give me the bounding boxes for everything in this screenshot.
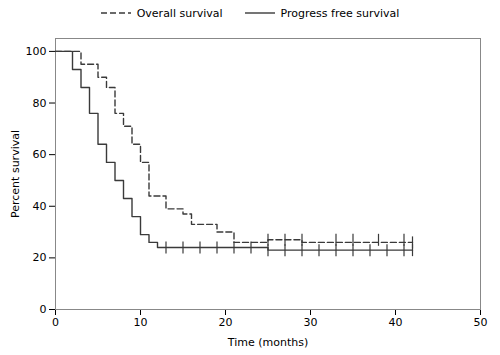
svg-text:0: 0 [52, 316, 59, 329]
svg-text:Time (months): Time (months) [227, 336, 308, 349]
svg-text:0: 0 [40, 303, 47, 316]
svg-text:40: 40 [33, 200, 47, 213]
svg-text:20: 20 [219, 316, 233, 329]
svg-text:100: 100 [26, 45, 47, 58]
html-text:Progress free survival: Progress free survival [280, 6, 400, 20]
svg-text:Percent survival: Percent survival [9, 130, 22, 218]
svg-text:10: 10 [134, 316, 148, 329]
svg-text:30: 30 [304, 316, 318, 329]
svg-text:20: 20 [33, 251, 47, 264]
svg-text:60: 60 [33, 148, 47, 161]
svg-text:40: 40 [389, 316, 403, 329]
svg-text:50: 50 [474, 316, 488, 329]
svg-text:80: 80 [33, 97, 47, 110]
html-text:Overall survival: Overall survival [136, 6, 223, 20]
